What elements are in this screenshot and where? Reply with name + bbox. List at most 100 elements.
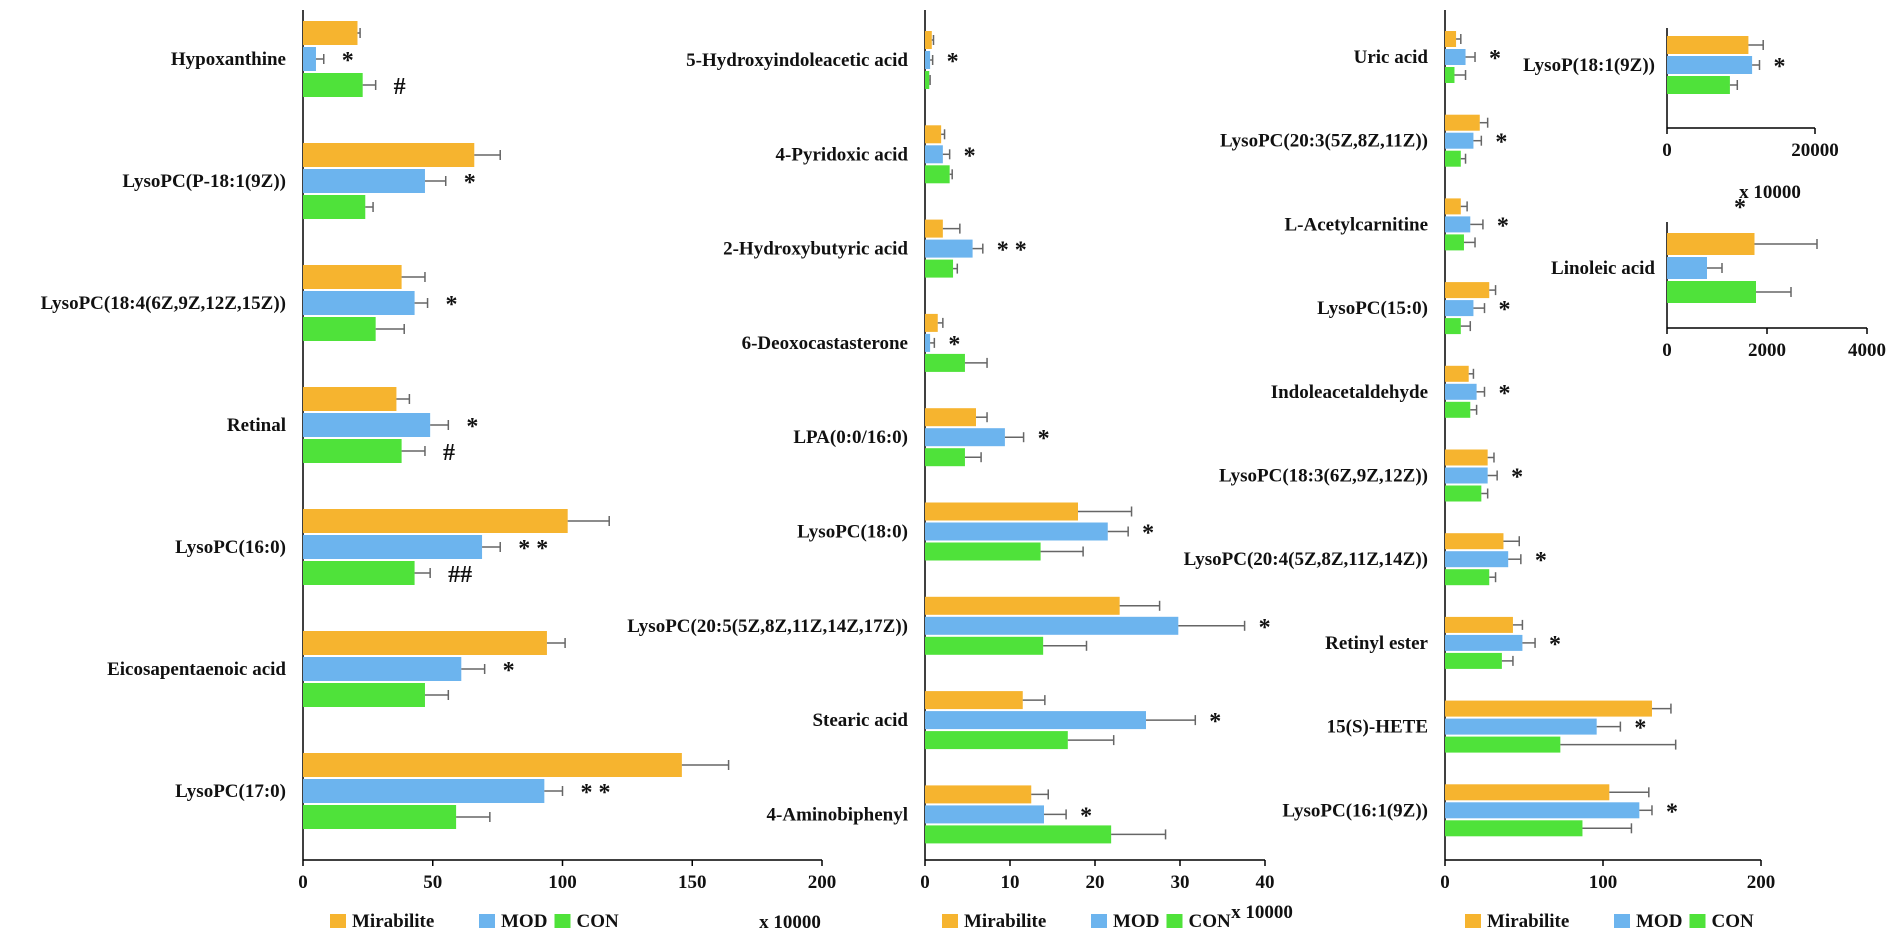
bar-mod [925, 616, 1179, 635]
bar-mirabilite [925, 596, 1120, 615]
category-label: LysoPC(17:0) [175, 781, 286, 802]
bar-mod [925, 239, 973, 258]
legend-label-con: CON [1189, 911, 1232, 932]
significance-mark: * [948, 332, 960, 358]
bar-con [303, 317, 376, 341]
bar-mod [925, 522, 1108, 541]
x-tick-label: 10 [1001, 872, 1020, 893]
category-label: L-Acetylcarnitine [1284, 214, 1428, 235]
significance-mark: * [464, 170, 476, 196]
category-label: LysoPC(20:3(5Z,8Z,11Z)) [1220, 131, 1428, 152]
x-tick-label: 50 [423, 872, 442, 893]
bar-con [303, 805, 457, 829]
category-label: 4-Pyridoxic acid [776, 144, 909, 165]
category-label: LysoPC(P-18:1(9Z)) [122, 171, 286, 192]
legend-swatch-con [554, 914, 571, 928]
bar-con [303, 73, 363, 97]
significance-mark: * [1209, 709, 1221, 735]
bar-mod [303, 47, 316, 71]
significance-mark: * [1499, 297, 1511, 323]
bar-mod [1667, 56, 1753, 74]
significance-mark: * [1774, 54, 1786, 80]
significance-mark: * [1080, 803, 1092, 829]
category-label: 2-Hydroxybutyric acid [723, 239, 908, 260]
bar-con [1445, 150, 1461, 167]
chart-panel-3: 0 100 200 Uric acid * LysoPC(20:3(5Z,8Z,11Z))… [1184, 10, 1775, 932]
bar-mod [925, 145, 943, 164]
bar-mod [303, 413, 431, 437]
bar-mirabilite [303, 265, 402, 289]
category-label: LysoPC(20:5(5Z,8Z,11Z,14Z,17Z)) [627, 616, 908, 637]
bar-mirabilite [1445, 784, 1610, 801]
bar-mirabilite [303, 753, 682, 777]
bar-mirabilite [925, 31, 932, 49]
bar-mirabilite [1445, 114, 1480, 131]
unit-label: x 10000 [759, 912, 821, 933]
category-label: Retinyl ester [1325, 633, 1428, 654]
bar-mod [925, 428, 1005, 447]
bar-mirabilite [925, 691, 1023, 710]
bar-mirabilite [925, 313, 938, 332]
significance-mark: # [443, 440, 455, 466]
bar-mod [1445, 467, 1488, 484]
bar-mod [303, 535, 483, 559]
x-tick-label: 0 [298, 872, 308, 893]
significance-mark: * [1497, 213, 1509, 239]
bar-mirabilite [303, 509, 568, 533]
bar-mirabilite [1445, 616, 1513, 633]
bar-mod [1445, 802, 1640, 819]
category-label: LysoPC(18:0) [797, 522, 908, 543]
bar-mirabilite [303, 143, 475, 167]
legend-label-mod: MOD [1113, 911, 1159, 932]
category-label: LysoPC(20:4(5Z,8Z,11Z,14Z)) [1184, 549, 1428, 570]
bar-mirabilite [925, 125, 942, 144]
chart-panel-5: 0 2000 4000 Linoleic acid * [1551, 195, 1886, 361]
bar-mod [303, 779, 545, 803]
legend-label-mod: MOD [501, 911, 547, 932]
category-label: Retinal [227, 415, 286, 436]
bar-mod [1445, 383, 1477, 400]
chart-panel-2: 0 10 20 30 40 5-Hydroxyindoleacetic acid * 4-Py… [627, 10, 1293, 932]
significance-mark: * [1495, 130, 1507, 156]
bar-mod [925, 51, 931, 69]
chart-panel-4: 0 20000 LysoP(18:1(9Z)) * x 10000 [1523, 28, 1839, 203]
bar-con [303, 195, 366, 219]
significance-mark: # [394, 74, 406, 100]
significance-mark: * [1038, 426, 1050, 452]
legend-label-mirabilite: Mirabilite [1487, 911, 1569, 932]
bar-con [1445, 652, 1502, 669]
x-tick-label: 0 [1662, 340, 1672, 361]
category-label: Uric acid [1354, 47, 1429, 68]
x-tick-label: 20000 [1791, 140, 1839, 161]
significance-mark: * [446, 292, 458, 318]
bar-mirabilite [303, 21, 358, 45]
x-tick-label: 0 [1662, 140, 1672, 161]
x-tick-label: 40 [1256, 872, 1275, 893]
bar-mirabilite [1445, 365, 1469, 382]
bar-mod [1445, 634, 1523, 651]
legend-swatch-mod [1614, 914, 1630, 928]
bar-con [925, 731, 1068, 750]
category-label: LysoPC(18:4(6Z,9Z,12Z,15Z)) [41, 293, 286, 314]
legend-swatch-mod [1091, 914, 1107, 928]
bar-mirabilite [1445, 533, 1504, 550]
bar-mod [1445, 132, 1474, 149]
significance-mark: * [1511, 465, 1523, 491]
significance-mark: * * [518, 536, 548, 562]
bar-mod [303, 291, 415, 315]
x-tick-label: 150 [678, 872, 707, 893]
legend-swatch-mirabilite [330, 914, 346, 928]
significance-mark: * [964, 143, 976, 169]
bar-mirabilite [925, 785, 1032, 804]
legend-label-mirabilite: Mirabilite [352, 911, 434, 932]
bar-con [303, 439, 402, 463]
bar-con [1445, 401, 1471, 418]
category-label: 4-Aminobiphenyl [767, 804, 908, 825]
significance-mark: * [947, 49, 959, 75]
category-label: Stearic acid [812, 710, 908, 731]
significance-mark: * [1666, 799, 1678, 825]
category-label: LysoP(18:1(9Z)) [1523, 55, 1655, 76]
x-tick-label: 4000 [1848, 340, 1886, 361]
bar-mirabilite [1445, 31, 1457, 47]
